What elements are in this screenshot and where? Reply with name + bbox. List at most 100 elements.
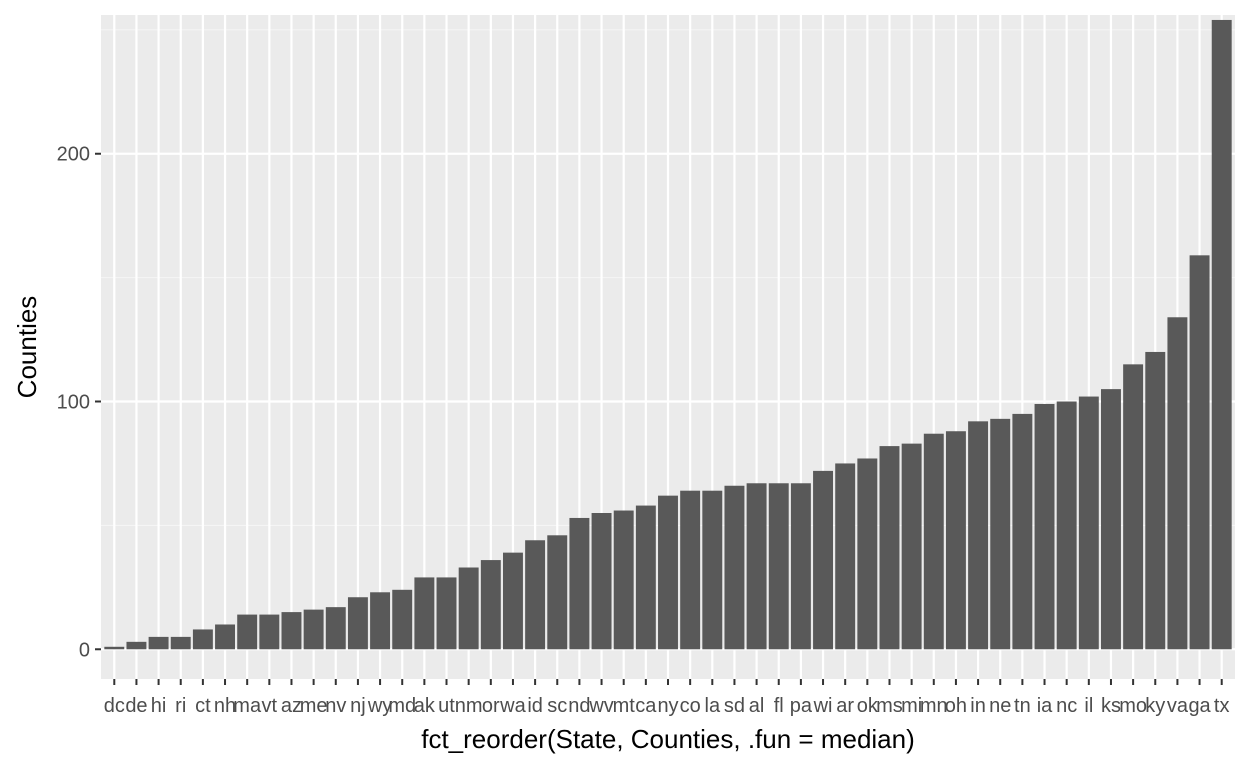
bar [945, 431, 966, 650]
x-tick-label: id [527, 695, 543, 717]
x-tick-label: de [125, 695, 147, 717]
bar [480, 560, 501, 650]
x-tick-label: vt [262, 695, 278, 717]
x-tick-label: ms [876, 695, 903, 717]
bar [1034, 403, 1055, 650]
x-tick-label: nv [325, 695, 346, 717]
x-tick-label: wa [499, 695, 526, 717]
bar [347, 597, 368, 650]
bar [680, 490, 701, 650]
x-tick-label: ia [1037, 695, 1053, 717]
bar [104, 646, 125, 650]
x-tick-label: ct [195, 695, 211, 717]
x-tick-label: wv [588, 695, 613, 717]
bar [215, 624, 235, 650]
bar [813, 470, 834, 650]
x-tick-label: fl [774, 695, 784, 717]
bar [502, 552, 523, 650]
bar [458, 567, 479, 650]
bar [724, 485, 745, 650]
bar [635, 505, 656, 650]
bar [525, 540, 546, 650]
x-tick-label: al [749, 695, 765, 717]
x-tick-label: co [680, 695, 701, 717]
x-tick-label: oh [945, 695, 967, 717]
x-tick-label: ma [233, 695, 262, 717]
bar [1012, 413, 1033, 650]
x-tick-label: mo [1119, 695, 1147, 717]
bar [746, 483, 767, 650]
bar [923, 433, 944, 650]
x-tick-label: pa [790, 695, 813, 717]
x-tick-label: ne [989, 695, 1011, 717]
bar [126, 641, 147, 650]
bar [879, 446, 900, 650]
x-tick-label: ny [657, 695, 678, 717]
x-tick-label: tx [1214, 695, 1230, 717]
x-tick-label: ok [857, 695, 879, 717]
x-tick-label: mn [920, 695, 948, 717]
x-tick-label: ks [1101, 695, 1121, 717]
x-tick-label: sd [724, 695, 745, 717]
x-tick-label: ca [635, 695, 657, 717]
bar [1189, 255, 1210, 650]
bar [613, 510, 634, 650]
bar [303, 609, 324, 650]
x-tick-label: me [300, 695, 328, 717]
x-tick-label: ky [1145, 695, 1165, 717]
x-tick-label: ut [438, 695, 455, 717]
bar [259, 614, 280, 650]
bar [1123, 364, 1144, 650]
bar [192, 629, 213, 650]
bar [436, 577, 457, 650]
x-tick-label: va [1167, 695, 1189, 717]
x-tick-label: tn [1014, 695, 1031, 717]
bar [1101, 389, 1121, 650]
y-axis: 0 100 200 [57, 144, 101, 661]
x-tick-label: nm [455, 695, 483, 717]
bar [1056, 401, 1077, 650]
bar [237, 614, 258, 650]
x-tick-label: la [705, 695, 721, 717]
bar [1145, 351, 1166, 650]
bar [1167, 317, 1188, 650]
x-tick-label: nd [568, 695, 590, 717]
y-tick-label: 200 [57, 144, 90, 166]
bar [768, 483, 789, 650]
bar [148, 636, 169, 650]
bar [790, 483, 811, 650]
bar [835, 463, 856, 650]
x-tick-label: wi [813, 695, 833, 717]
y-tick-label: 100 [57, 392, 90, 414]
x-tick-label: in [970, 695, 986, 717]
x-tick-label: sc [547, 695, 567, 717]
x-tick-label: ak [414, 695, 436, 717]
bars [104, 19, 1232, 650]
y-axis-title: Counties [12, 296, 42, 399]
x-tick-label: mt [613, 695, 636, 717]
x-tick-label: il [1084, 695, 1093, 717]
bar [392, 589, 413, 650]
bar [414, 577, 435, 650]
bar [170, 636, 191, 650]
x-tick-label: nh [214, 695, 236, 717]
bar [901, 443, 922, 650]
x-tick-label: ga [1188, 695, 1211, 717]
bar [325, 607, 346, 650]
bar [857, 458, 878, 650]
bar [702, 490, 723, 650]
bar [370, 592, 391, 650]
bar [569, 517, 590, 650]
x-tick-label: mi [901, 695, 922, 717]
x-tick-label: ar [836, 695, 854, 717]
x-tick-label: az [281, 695, 302, 717]
x-tick-label: md [388, 695, 416, 717]
x-tick-label: nc [1056, 695, 1077, 717]
x-tick-label: ri [175, 695, 186, 717]
x-tick-label: wy [367, 695, 392, 717]
bar [281, 612, 302, 650]
bar [658, 495, 678, 650]
